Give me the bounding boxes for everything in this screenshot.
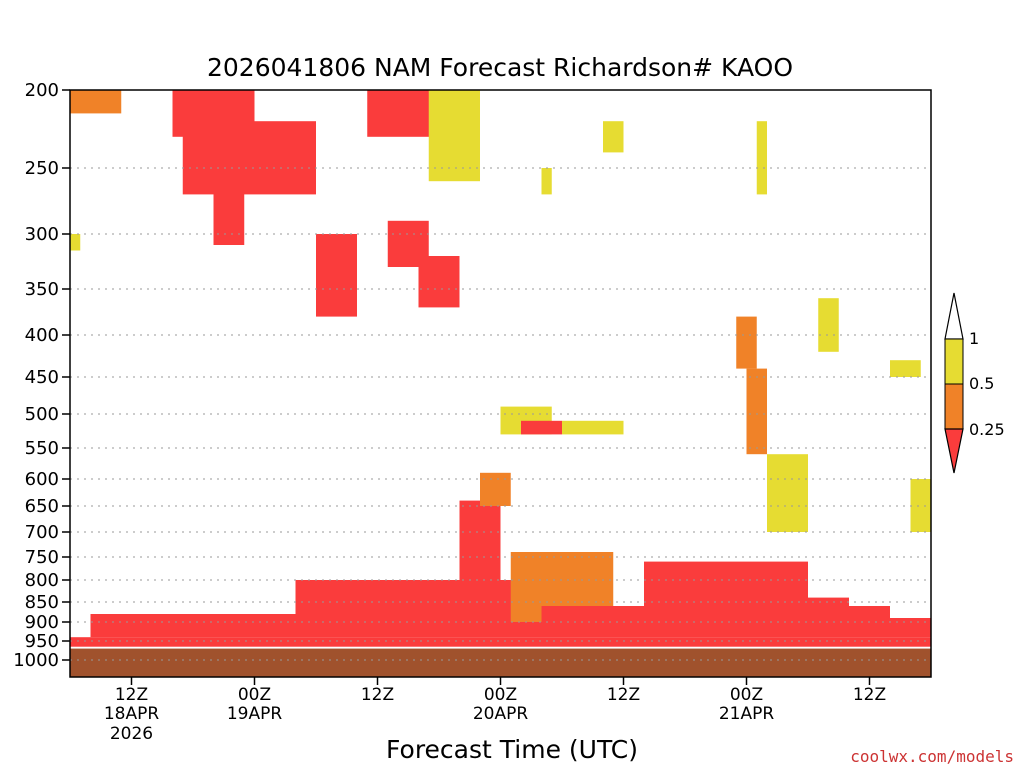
y-tick-label: 650 — [25, 496, 59, 517]
legend-label: 0.25 — [969, 420, 1005, 439]
ri-cell — [367, 90, 439, 137]
ri-cell — [541, 168, 552, 195]
y-tick-label: 500 — [25, 404, 59, 425]
x-tick-date: 18APR — [104, 704, 160, 724]
x-axis-label: Forecast Time (UTC) — [386, 735, 638, 764]
ri-cell — [70, 637, 931, 647]
ri-cell — [418, 256, 460, 308]
x-tick-label: 00Z — [730, 685, 763, 705]
y-tick-label: 1000 — [13, 650, 59, 671]
ri-cell — [746, 368, 767, 455]
x-tick-year: 2026 — [110, 724, 153, 744]
ri-cell — [213, 168, 245, 245]
ri-cell — [521, 420, 562, 435]
ri-cell — [480, 472, 511, 506]
chart-title: 2026041806 NAM Forecast Richardson# KAOO — [207, 53, 793, 82]
ri-cell — [603, 121, 624, 153]
x-tick-date: 20APR — [473, 704, 529, 724]
y-tick-label: 750 — [25, 547, 59, 568]
ri-cell — [736, 316, 757, 369]
x-tick-date: 21APR — [719, 704, 775, 724]
legend-swatch — [944, 338, 964, 385]
y-tick-label: 400 — [25, 325, 59, 346]
y-tick-label: 300 — [25, 224, 59, 245]
y-tick-label: 250 — [25, 158, 59, 179]
x-tick-label: 00Z — [484, 685, 517, 705]
y-tick-label: 850 — [25, 592, 59, 613]
data-cells — [70, 90, 931, 647]
ri-cell — [818, 298, 839, 352]
legend-swatch — [944, 383, 964, 430]
legend-label: 1 — [969, 329, 979, 348]
ri-cell — [90, 614, 542, 638]
x-tick-label: 12Z — [607, 685, 640, 705]
y-tick-label: 900 — [25, 612, 59, 633]
legend-arrow-bottom — [944, 428, 964, 474]
x-tick-label: 00Z — [238, 685, 271, 705]
ri-cell — [890, 360, 921, 377]
x-tick-label: 12Z — [115, 685, 148, 705]
ground-layer — [70, 648, 931, 677]
credit-text: coolwx.com/models — [850, 747, 1014, 766]
y-tick-label: 600 — [25, 469, 59, 490]
y-axis: 200 250 300 350 400 450 500 550 600 650 700 7508008… — [13, 80, 70, 671]
ri-cell — [459, 500, 501, 589]
x-tick-label: 12Z — [361, 685, 394, 705]
y-tick-label: 200 — [25, 80, 59, 101]
x-tick-date: 19APR — [227, 704, 283, 724]
ri-cell — [767, 454, 808, 532]
ri-cell — [70, 90, 122, 114]
ri-cell — [182, 121, 316, 195]
y-tick-label: 800 — [25, 570, 59, 591]
y-tick-label: 550 — [25, 438, 59, 459]
legend: 1 0.5 0.25 — [944, 292, 1005, 474]
ground-fill — [70, 648, 931, 677]
ri-cell — [910, 479, 931, 532]
ri-cell — [316, 234, 357, 317]
legend-arrow-top — [944, 292, 964, 340]
ri-cell — [70, 234, 81, 251]
y-tick-label: 950 — [25, 631, 59, 652]
y-tick-label: 450 — [25, 367, 59, 388]
ri-cell — [890, 618, 931, 638]
x-tick-label: 12Z — [853, 685, 886, 705]
y-tick-label: 700 — [25, 522, 59, 543]
ri-cell — [428, 90, 480, 182]
ri-cell — [756, 121, 767, 195]
legend-label: 0.5 — [969, 374, 994, 393]
ri-cell — [746, 597, 849, 634]
ri-cell — [562, 420, 624, 435]
y-tick-label: 350 — [25, 279, 59, 300]
